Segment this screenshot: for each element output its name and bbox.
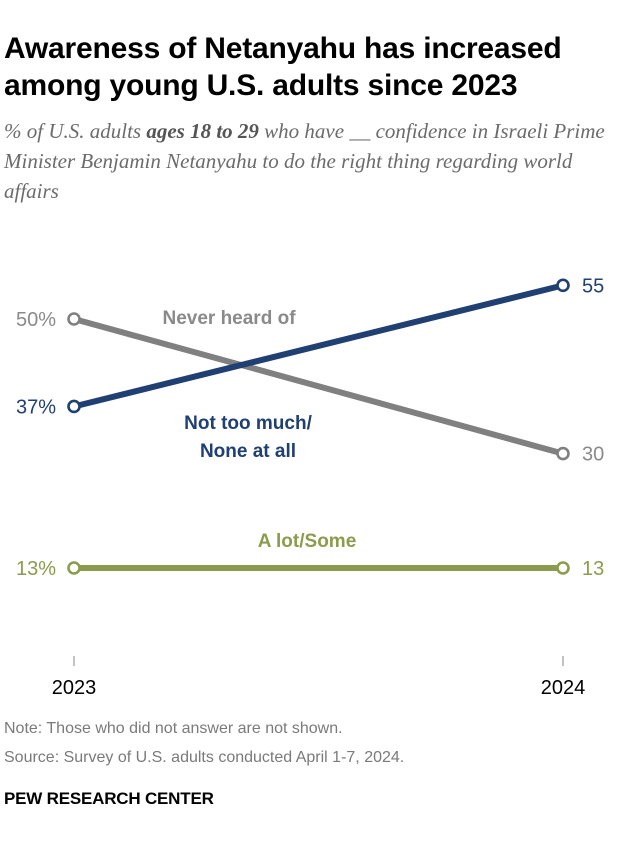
series-line-not-too-much-none-at-all: [73, 282, 564, 410]
x-tick-label-2023: 2023: [52, 677, 97, 699]
series-label-line: None at all: [200, 441, 296, 462]
series-label-never-heard-of: Never heard of: [162, 308, 296, 329]
data-label-never-heard-of-2023: 50%: [16, 309, 56, 331]
subtitle-text-end: who have __ confidence in Israeli Prime …: [4, 119, 605, 203]
data-label-a-lot-some-2023: 13%: [16, 558, 56, 580]
chart-title: Awareness of Netanyahu has increased amo…: [4, 32, 562, 102]
subtitle-text-start: % of U.S. adults: [4, 119, 147, 143]
series-label-not-too-much-none-at-all: Not too much/None at all: [184, 413, 312, 462]
data-point-a-lot-some-2023: [67, 561, 81, 575]
subtitle-text-bold: ages 18 to 29: [146, 119, 259, 143]
data-label-never-heard-of-2024: 30: [582, 444, 604, 466]
data-point-not-too-much-none-at-all-2024: [556, 278, 570, 293]
chart-note: Note: Those who did not answer are not s…: [4, 720, 343, 737]
chart-subtitle: % of U.S. adults ages 18 to 29 who have …: [4, 116, 616, 206]
series-label-line: Not too much/: [184, 413, 312, 434]
data-label-a-lot-some-2024: 13: [582, 558, 604, 580]
series-line-never-heard-of: [73, 316, 564, 457]
data-label-not-too-much-none-at-all-2023: 37%: [16, 396, 56, 418]
data-point-never-heard-of-2023: [67, 312, 81, 326]
brand-label: PEW RESEARCH CENTER: [4, 789, 214, 808]
series-label-line: Never heard of: [162, 308, 296, 329]
x-tick-label-2024: 2024: [541, 677, 586, 699]
data-label-not-too-much-none-at-all-2024: 55: [582, 275, 604, 297]
chart-source: Source: Survey of U.S. adults conducted …: [4, 749, 405, 766]
series-label-line: A lot/Some: [258, 531, 357, 552]
data-point-a-lot-some-2024: [556, 561, 570, 575]
data-point-not-too-much-none-at-all-2023: [67, 399, 81, 414]
series-label-a-lot-some: A lot/Some: [258, 531, 357, 552]
data-point-never-heard-of-2024: [556, 446, 570, 461]
